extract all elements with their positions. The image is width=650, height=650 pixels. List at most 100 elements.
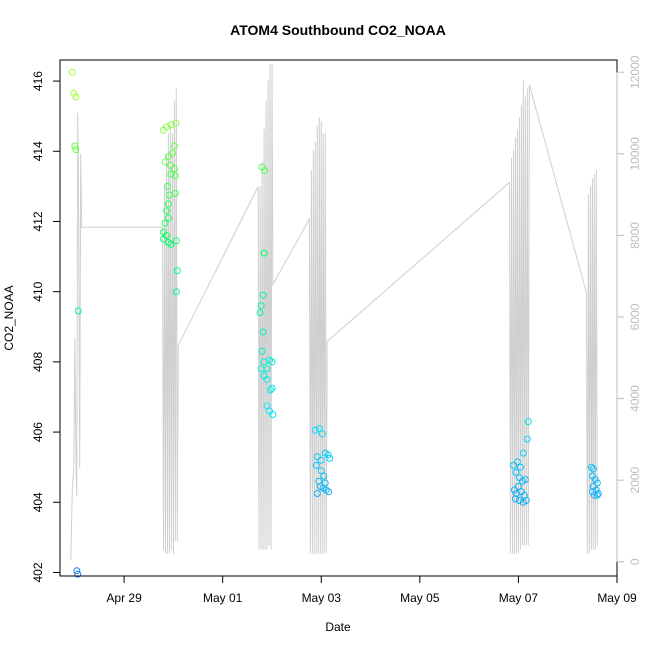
co2-data-point — [267, 386, 274, 394]
co2-data-point — [524, 418, 532, 426]
co2-data-point — [170, 165, 178, 173]
y2-tick-label: 0 — [628, 558, 642, 565]
co2-data-point — [257, 302, 265, 310]
co2-data-point — [326, 454, 334, 462]
plot-border — [59, 59, 618, 577]
co2-data-point — [74, 307, 82, 315]
co2-data-point — [168, 149, 176, 157]
co2-data-point — [522, 497, 530, 504]
y-tick-label: 408 — [31, 352, 45, 372]
co2-data-point — [591, 476, 599, 483]
co2-data-point — [259, 291, 267, 299]
y2-axis-altitude: 0 2000 4000 6000 8000 10000 12000 — [616, 55, 642, 565]
co2-data-point — [521, 476, 529, 483]
y-tick-label: 416 — [31, 71, 45, 91]
x-tick-label: Apr 29 — [106, 591, 142, 605]
co2-data-point — [163, 123, 170, 131]
co2-data-point — [261, 167, 269, 175]
y2-tick-label: 4000 — [628, 385, 642, 412]
x-axis: Apr 29 May 01 May 03 May 05 May 07 May 09 — [106, 575, 637, 605]
y-tick-label: 414 — [31, 141, 45, 161]
co2-data-point — [166, 161, 174, 169]
plot-area — [68, 64, 602, 578]
co2-data-point — [164, 153, 172, 160]
co2-data-point — [587, 463, 595, 471]
co2-data-point — [268, 384, 276, 392]
co2-data-point — [320, 472, 328, 480]
co2-data-point — [512, 495, 519, 503]
co2-data-point — [171, 172, 179, 180]
x-tick-label: May 01 — [203, 591, 243, 605]
y-axis-label: CO2_NOAA — [2, 285, 16, 350]
y-tick-label: 402 — [31, 562, 45, 582]
y-axis: 402 404 406 408 410 412 414 416 — [31, 71, 61, 583]
co2-data-point — [590, 491, 598, 499]
co2-data-point — [164, 182, 171, 190]
y-tick-label: 410 — [31, 281, 45, 301]
co2-data-point — [71, 142, 79, 150]
chart-title: ATOM4 Southbound CO2_NOAA — [230, 22, 446, 38]
co2-data-point — [167, 170, 175, 178]
co2-data-point — [523, 435, 531, 443]
co2-data-point — [514, 483, 522, 490]
y2-tick-label: 12000 — [628, 55, 642, 89]
co2-data-point — [515, 497, 523, 504]
co2-data-point — [160, 235, 167, 243]
co2-data-point — [172, 237, 180, 245]
co2-data-point — [259, 328, 267, 336]
co2-data-point — [164, 200, 172, 208]
co2-data-point — [173, 267, 181, 275]
co2-data-point — [312, 461, 320, 469]
co2-data-point — [512, 490, 520, 497]
co2-data-point — [325, 488, 333, 496]
co2-data-point — [73, 567, 81, 575]
co2-data-point — [165, 191, 173, 199]
co2-data-point — [511, 486, 518, 494]
y2-tick-label: 2000 — [628, 466, 642, 493]
co2-data-point — [72, 146, 80, 153]
co2-data-point — [161, 219, 169, 227]
co2-data-point — [512, 468, 520, 476]
co2-data-point — [268, 358, 276, 366]
co2-data-point — [257, 365, 265, 373]
co2-data-point — [172, 119, 180, 127]
co2-data-point — [162, 158, 169, 166]
y-tick-label: 406 — [31, 422, 45, 442]
co2-data-point — [172, 288, 180, 296]
x-axis-label: Date — [325, 620, 351, 634]
co2-data-point — [516, 463, 524, 471]
co2-data-point — [164, 214, 172, 222]
y2-tick-label: 8000 — [628, 222, 642, 249]
co2-data-point — [72, 93, 80, 101]
co2-data-point — [593, 479, 601, 487]
co2-data-point — [163, 207, 170, 215]
co2-data-point — [519, 449, 527, 457]
altitude-series-line — [70, 64, 598, 560]
x-tick-label: May 05 — [400, 591, 440, 605]
co2-data-point — [318, 430, 326, 438]
co2-data-point — [513, 458, 521, 466]
co2-data-point — [317, 456, 325, 464]
co2-data-point — [313, 490, 321, 497]
x-tick-label: May 07 — [499, 591, 539, 605]
co2-data-point — [311, 426, 319, 434]
co2-data-point — [263, 375, 271, 383]
co2-data-point — [593, 491, 601, 499]
co2-data-point — [258, 347, 266, 355]
co2-data-point — [260, 249, 268, 257]
y-tick-label: 404 — [31, 492, 45, 512]
co2-data-point — [589, 465, 597, 473]
co2-data-point — [256, 309, 264, 317]
co2-data-point — [313, 453, 321, 461]
co2-data-point — [324, 451, 332, 459]
co2-data-point — [68, 68, 76, 76]
co2-data-point — [70, 89, 78, 97]
co2-data-point — [315, 425, 323, 433]
y2-tick-label: 6000 — [628, 303, 642, 330]
y-tick-label: 412 — [31, 211, 45, 231]
co2-data-point — [269, 411, 277, 418]
co2-data-point — [588, 488, 596, 496]
co2-data-point — [167, 121, 175, 129]
co2-data-point — [74, 570, 82, 578]
